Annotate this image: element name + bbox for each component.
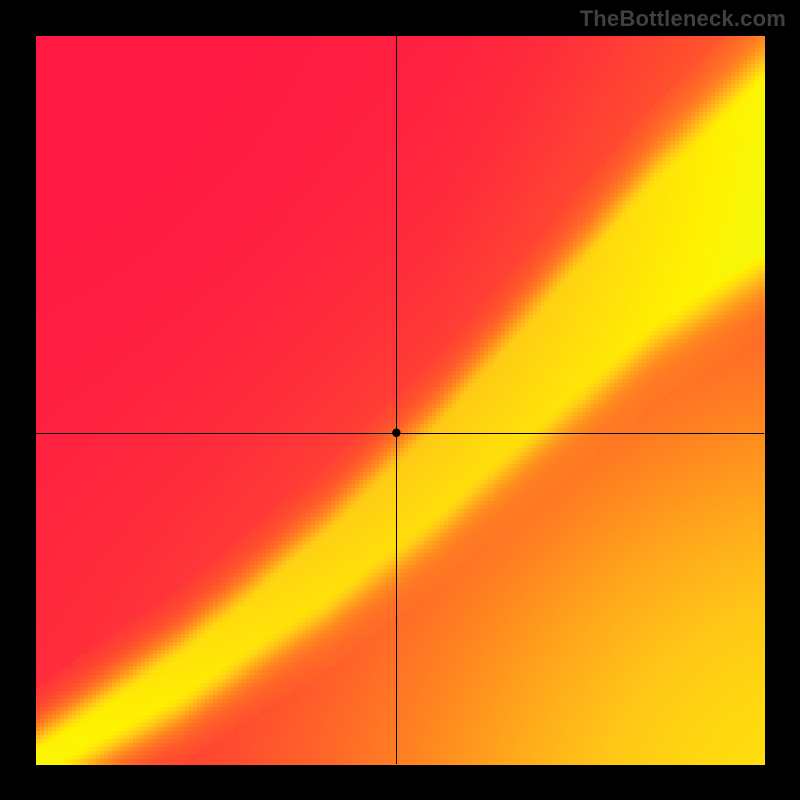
bottleneck-heatmap-canvas <box>0 0 800 800</box>
watermark-text: TheBottleneck.com <box>580 6 786 32</box>
